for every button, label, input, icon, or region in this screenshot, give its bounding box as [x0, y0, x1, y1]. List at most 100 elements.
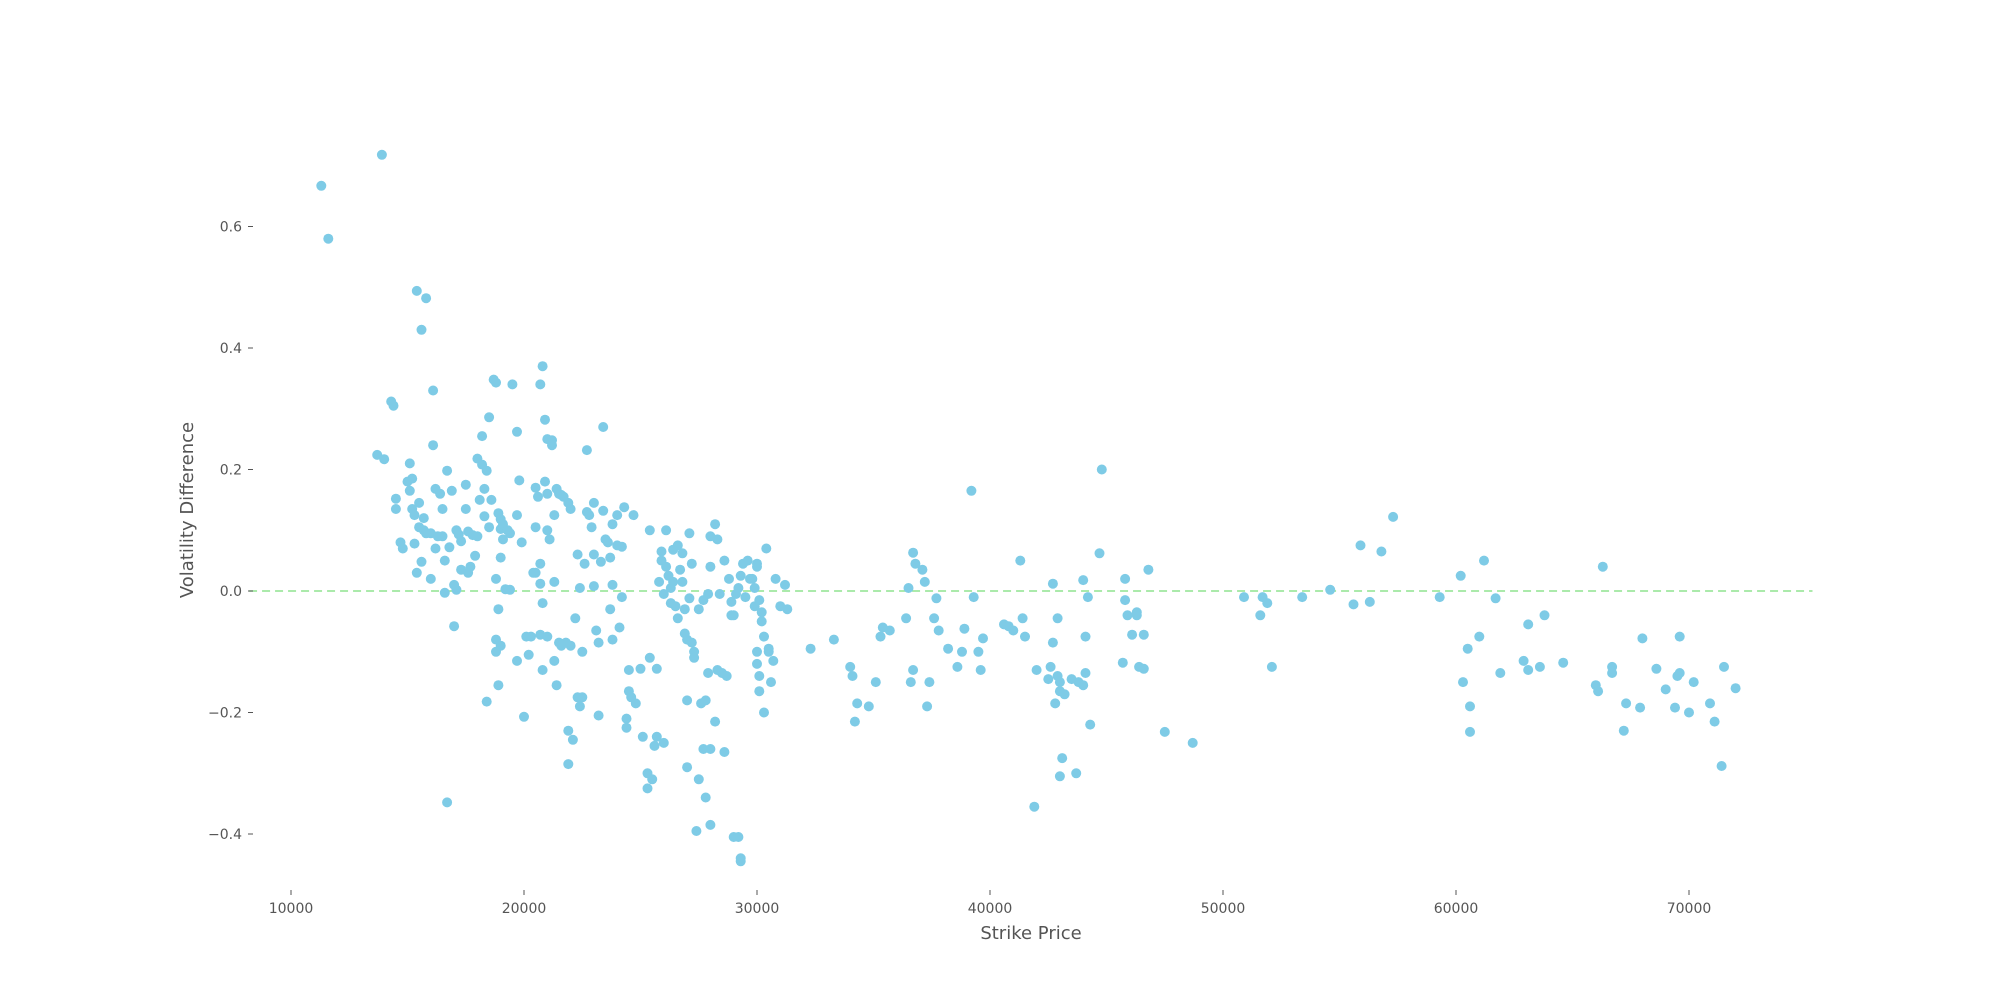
data-point — [530, 522, 541, 533]
data-point — [644, 525, 655, 536]
data-point — [542, 631, 553, 642]
y-tick-label: 0.2 — [220, 463, 242, 479]
data-point — [460, 504, 471, 514]
data-point — [512, 426, 522, 437]
data-point — [1017, 613, 1028, 624]
data-point — [754, 671, 765, 681]
data-point — [710, 716, 721, 727]
data-point — [679, 604, 690, 615]
data-point — [479, 511, 490, 522]
data-point — [437, 531, 448, 542]
data-point — [1127, 629, 1138, 640]
data-point — [428, 385, 439, 396]
data-point — [547, 440, 557, 451]
data-point — [540, 414, 550, 425]
data-point — [905, 677, 916, 688]
data-point — [677, 576, 688, 587]
data-point — [446, 485, 457, 496]
data-point — [477, 431, 488, 442]
data-point — [605, 552, 616, 563]
data-point — [966, 485, 977, 496]
data-point — [735, 570, 746, 581]
data-point — [588, 549, 599, 560]
data-point — [672, 540, 683, 551]
data-point — [677, 548, 688, 559]
data-point — [710, 519, 721, 530]
data-point — [1597, 561, 1608, 572]
data-point — [682, 762, 693, 773]
data-point — [742, 555, 753, 566]
data-point — [537, 665, 548, 675]
data-point — [654, 576, 665, 587]
data-point — [1455, 570, 1466, 581]
data-point — [570, 613, 581, 624]
data-point — [1607, 668, 1618, 678]
data-point — [418, 513, 429, 524]
data-point — [684, 593, 695, 604]
data-point — [460, 479, 471, 490]
data-point — [733, 583, 744, 593]
data-point — [828, 634, 839, 645]
data-point — [1558, 657, 1569, 668]
data-point — [703, 668, 714, 678]
data-point — [1138, 663, 1149, 674]
data-point — [602, 537, 613, 548]
data-point — [1674, 631, 1685, 642]
data-point — [581, 445, 592, 456]
data-point — [542, 525, 553, 536]
data-point — [761, 543, 772, 554]
data-point — [693, 774, 704, 785]
data-point — [1660, 684, 1671, 695]
data-point — [588, 497, 599, 508]
data-point — [530, 567, 541, 578]
data-point — [849, 716, 860, 727]
data-point — [512, 655, 522, 666]
data-point — [749, 583, 760, 593]
data-point — [470, 550, 481, 561]
y-tick-label: 0.4 — [220, 341, 242, 357]
data-point — [1705, 698, 1715, 709]
data-point — [493, 680, 504, 691]
data-point — [493, 604, 504, 615]
data-point — [759, 631, 769, 642]
data-point — [407, 473, 418, 484]
data-point — [661, 525, 672, 536]
data-point — [1094, 548, 1105, 559]
data-point — [1730, 683, 1741, 694]
data-point — [495, 640, 506, 651]
data-point — [619, 502, 630, 513]
data-point — [474, 494, 485, 505]
data-point — [724, 573, 734, 584]
data-point — [756, 607, 767, 618]
data-point — [689, 652, 700, 663]
data-point — [922, 701, 933, 712]
data-point — [388, 400, 399, 411]
data-point — [491, 377, 501, 388]
data-point — [682, 695, 693, 706]
x-axis-ticks: 10000 20000 30000 40000 50000 60000 70000 — [269, 890, 1711, 917]
data-point — [593, 710, 604, 721]
data-point — [1674, 668, 1685, 678]
data-point — [1050, 698, 1061, 709]
data-point — [323, 233, 334, 244]
data-point — [686, 558, 697, 569]
data-point — [903, 583, 914, 593]
data-point — [1008, 625, 1019, 636]
data-point — [931, 593, 942, 604]
data-point — [1458, 677, 1468, 688]
data-point — [1096, 464, 1107, 475]
data-point — [537, 598, 548, 609]
data-point — [968, 592, 979, 603]
data-point — [593, 637, 604, 648]
data-point — [1465, 726, 1475, 737]
data-point — [959, 623, 970, 634]
data-point — [766, 677, 776, 688]
data-point — [451, 584, 462, 595]
data-point — [1117, 657, 1128, 668]
data-point — [379, 454, 390, 465]
data-point — [572, 549, 583, 560]
data-point — [1082, 592, 1093, 603]
data-point — [551, 680, 562, 691]
data-point — [628, 510, 639, 521]
